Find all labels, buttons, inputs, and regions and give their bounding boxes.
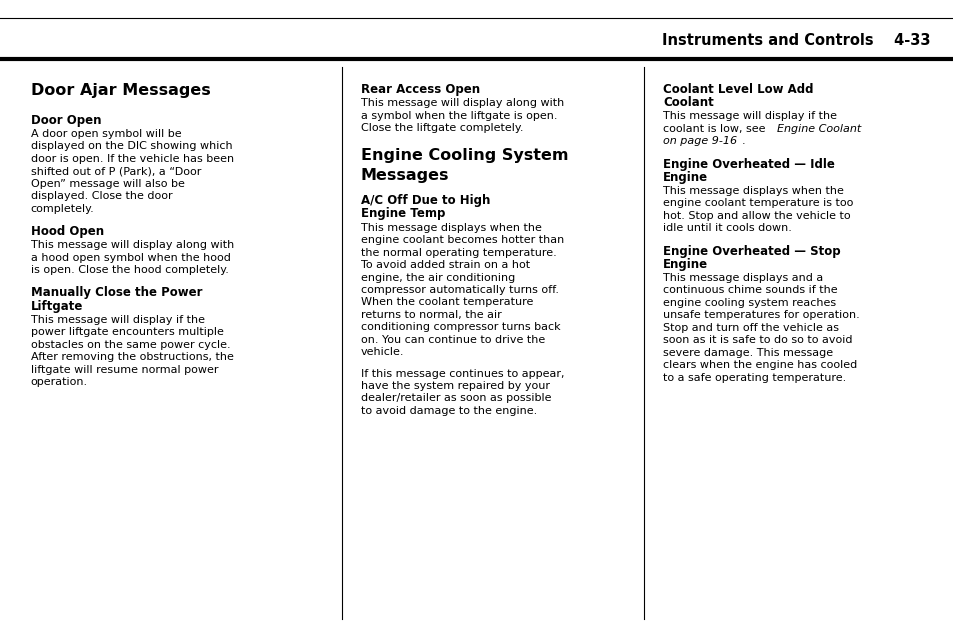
Text: liftgate will resume normal power: liftgate will resume normal power: [30, 364, 218, 375]
Text: the normal operating temperature.: the normal operating temperature.: [360, 248, 556, 258]
Text: severe damage. This message: severe damage. This message: [662, 348, 832, 358]
Text: returns to normal, the air: returns to normal, the air: [360, 310, 501, 320]
Text: Coolant Level Low Add: Coolant Level Low Add: [662, 83, 813, 96]
Text: Engine Temp: Engine Temp: [360, 207, 444, 221]
Text: on. You can continue to drive the: on. You can continue to drive the: [360, 335, 544, 345]
Text: This message will display if the: This message will display if the: [30, 315, 204, 325]
Text: Messages: Messages: [360, 168, 449, 182]
Text: have the system repaired by your: have the system repaired by your: [360, 381, 549, 391]
Text: vehicle.: vehicle.: [360, 347, 404, 357]
Text: engine coolant becomes hotter than: engine coolant becomes hotter than: [360, 235, 563, 245]
Text: continuous chime sounds if the: continuous chime sounds if the: [662, 285, 837, 295]
Text: This message displays when the: This message displays when the: [662, 186, 843, 196]
Text: Hood Open: Hood Open: [30, 225, 104, 238]
Text: To avoid added strain on a hot: To avoid added strain on a hot: [360, 260, 529, 270]
Text: After removing the obstructions, the: After removing the obstructions, the: [30, 352, 233, 362]
Text: completely.: completely.: [30, 204, 94, 214]
Text: to avoid damage to the engine.: to avoid damage to the engine.: [360, 406, 537, 416]
Text: shifted out of P (Park), a “Door: shifted out of P (Park), a “Door: [30, 166, 201, 176]
Text: Coolant: Coolant: [662, 96, 713, 109]
Text: engine coolant temperature is too: engine coolant temperature is too: [662, 198, 853, 209]
Text: Instruments and Controls    4-33: Instruments and Controls 4-33: [661, 33, 929, 48]
Text: to a safe operating temperature.: to a safe operating temperature.: [662, 373, 845, 383]
Text: When the coolant temperature: When the coolant temperature: [360, 297, 533, 308]
Text: If this message continues to appear,: If this message continues to appear,: [360, 369, 563, 378]
Text: Close the liftgate completely.: Close the liftgate completely.: [360, 123, 522, 133]
Text: hot. Stop and allow the vehicle to: hot. Stop and allow the vehicle to: [662, 211, 850, 221]
Text: Engine Overheated — Stop: Engine Overheated — Stop: [662, 244, 840, 258]
Text: displayed on the DIC showing which: displayed on the DIC showing which: [30, 142, 232, 151]
Text: Engine Cooling System: Engine Cooling System: [360, 149, 568, 163]
Text: .: .: [741, 136, 745, 146]
Text: a symbol when the liftgate is open.: a symbol when the liftgate is open.: [360, 111, 557, 121]
Text: This message displays when the: This message displays when the: [360, 223, 541, 233]
Text: unsafe temperatures for operation.: unsafe temperatures for operation.: [662, 310, 859, 320]
Text: idle until it cools down.: idle until it cools down.: [662, 223, 791, 234]
Text: Liftgate: Liftgate: [30, 299, 83, 313]
Text: Manually Close the Power: Manually Close the Power: [30, 286, 202, 299]
Text: Stop and turn off the vehicle as: Stop and turn off the vehicle as: [662, 323, 838, 333]
Text: conditioning compressor turns back: conditioning compressor turns back: [360, 322, 559, 332]
Text: engine, the air conditioning: engine, the air conditioning: [360, 272, 515, 283]
Text: Engine Overheated — Idle: Engine Overheated — Idle: [662, 158, 834, 170]
Text: Door Ajar Messages: Door Ajar Messages: [30, 83, 210, 98]
Text: operation.: operation.: [30, 377, 88, 387]
Text: This message displays and a: This message displays and a: [662, 273, 822, 283]
Text: clears when the engine has cooled: clears when the engine has cooled: [662, 360, 857, 370]
Text: engine cooling system reaches: engine cooling system reaches: [662, 298, 835, 308]
Text: This message will display along with: This message will display along with: [30, 240, 233, 250]
Text: A door open symbol will be: A door open symbol will be: [30, 129, 181, 139]
Text: Engine: Engine: [662, 258, 707, 271]
Text: A/C Off Due to High: A/C Off Due to High: [360, 195, 490, 207]
Text: power liftgate encounters multiple: power liftgate encounters multiple: [30, 327, 223, 338]
Text: door is open. If the vehicle has been: door is open. If the vehicle has been: [30, 154, 233, 164]
Text: obstacles on the same power cycle.: obstacles on the same power cycle.: [30, 339, 230, 350]
Text: a hood open symbol when the hood: a hood open symbol when the hood: [30, 253, 231, 263]
Text: coolant is low, see: coolant is low, see: [662, 124, 768, 134]
Text: dealer/retailer as soon as possible: dealer/retailer as soon as possible: [360, 394, 551, 403]
Text: Engine: Engine: [662, 170, 707, 184]
Text: This message will display along with: This message will display along with: [360, 98, 563, 108]
Text: soon as it is safe to do so to avoid: soon as it is safe to do so to avoid: [662, 335, 852, 345]
Text: Open” message will also be: Open” message will also be: [30, 179, 184, 189]
Text: displayed. Close the door: displayed. Close the door: [30, 191, 172, 201]
Text: Rear Access Open: Rear Access Open: [360, 83, 479, 96]
Text: compressor automatically turns off.: compressor automatically turns off.: [360, 285, 558, 295]
Text: Engine Coolant: Engine Coolant: [776, 124, 860, 134]
Text: on page 9-16: on page 9-16: [662, 136, 737, 146]
Text: This message will display if the: This message will display if the: [662, 111, 836, 121]
Text: Door Open: Door Open: [30, 114, 101, 126]
Text: is open. Close the hood completely.: is open. Close the hood completely.: [30, 265, 228, 275]
